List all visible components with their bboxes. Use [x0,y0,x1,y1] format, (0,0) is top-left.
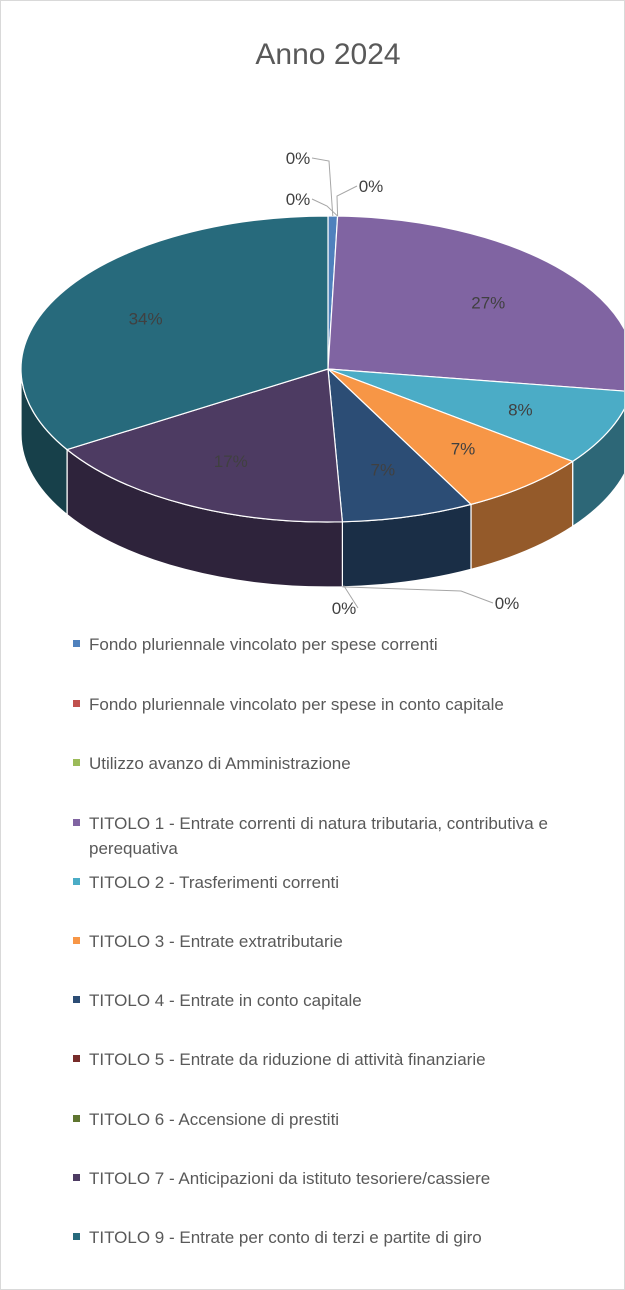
legend-label: TITOLO 9 - Entrate per conto di terzi e … [89,1228,482,1247]
legend-swatch [73,1233,80,1240]
data-label: 34% [129,309,163,328]
legend-label: Fondo pluriennale vincolato per spese in… [89,695,504,714]
data-label: 27% [471,293,505,312]
legend-label: Utilizzo avanzo di Amministrazione [89,754,351,773]
legend-swatch [73,700,80,707]
leader-line [336,185,358,217]
data-label: 7% [451,439,476,458]
legend-label: TITOLO 4 - Entrate in conto capitale [89,991,362,1010]
data-label: 0% [332,599,357,618]
legend-item: TITOLO 5 - Entrate da riduzione di attiv… [73,1047,579,1072]
legend-swatch [73,878,80,885]
data-label: 0% [286,190,311,209]
data-label: 7% [371,460,396,479]
pie-slice [327,367,473,523]
pie-slice [20,215,329,451]
legend-item: TITOLO 4 - Entrate in conto capitale [73,988,579,1013]
legend-label: TITOLO 1 - Entrate correnti di natura tr… [89,814,548,858]
legend-item: Utilizzo avanzo di Amministrazione [73,751,579,776]
legend-swatch [73,640,80,647]
legend-swatch [73,819,80,826]
leader-line [311,198,338,217]
legend-item: TITOLO 6 - Accensione di prestiti [73,1107,579,1132]
data-label: 0% [286,149,311,168]
legend-item: TITOLO 3 - Entrate extratributarie [73,929,579,954]
legend-label: TITOLO 7 - Anticipazioni da istituto tes… [89,1169,491,1188]
legend-item: TITOLO 7 - Anticipazioni da istituto tes… [73,1166,579,1191]
legend-swatch [73,1115,80,1122]
legend-label: TITOLO 3 - Entrate extratributarie [89,932,343,951]
data-label: 8% [508,400,533,419]
chart-title: Anno 2024 [255,38,400,71]
legend-swatch [73,1055,80,1062]
leader-line [311,157,334,217]
legend-label: TITOLO 6 - Accensione di prestiti [89,1110,340,1129]
data-label: 17% [214,452,248,471]
leader-line [342,586,494,604]
legend-item: Fondo pluriennale vincolato per spese in… [73,692,579,717]
legend-swatch [73,759,80,766]
legend-label: TITOLO 2 - Trasferimenti correnti [89,873,340,892]
pie-slice [327,368,624,463]
legend-item: Fondo pluriennale vincolato per spese co… [73,632,579,657]
pie-slice [327,215,624,392]
legend-label: Fondo pluriennale vincolato per spese co… [89,635,438,654]
legend-swatch [73,1174,80,1181]
pie-slice [65,368,344,523]
legend-item: TITOLO 1 - Entrate correnti di natura tr… [73,811,579,861]
data-label: 0% [359,177,384,196]
legend-label: TITOLO 5 - Entrate da riduzione di attiv… [89,1050,486,1069]
legend-item: TITOLO 2 - Trasferimenti correnti [73,870,579,895]
legend-item: TITOLO 9 - Entrate per conto di terzi e … [73,1225,579,1250]
legend-swatch [73,996,80,1003]
data-label: 0% [495,594,520,613]
legend-swatch [73,937,80,944]
pie-slice [327,368,574,506]
